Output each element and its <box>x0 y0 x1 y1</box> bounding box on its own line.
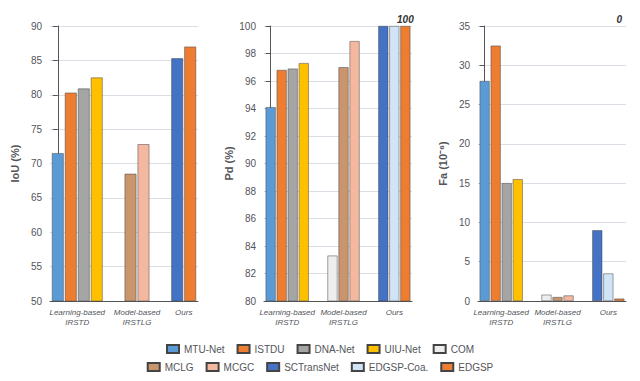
svg-text:65: 65 <box>31 192 43 203</box>
svg-text:0: 0 <box>617 14 623 25</box>
svg-text:60: 60 <box>31 227 43 238</box>
svg-text:100: 100 <box>239 21 256 32</box>
svg-text:Ours: Ours <box>175 308 192 317</box>
svg-text:IoU (%): IoU (%) <box>9 144 21 182</box>
svg-text:80: 80 <box>245 296 257 307</box>
svg-text:Learning-based: Learning-based <box>49 308 105 317</box>
svg-text:80: 80 <box>31 89 43 100</box>
svg-text:5: 5 <box>464 256 470 267</box>
svg-text:20: 20 <box>459 138 471 149</box>
svg-text:86: 86 <box>245 213 257 224</box>
svg-text:Model-based: Model-based <box>320 308 367 317</box>
svg-text:Ours: Ours <box>600 308 617 317</box>
svg-text:UIU-Net: UIU-Net <box>385 344 421 355</box>
svg-text:IRSTLG: IRSTLG <box>123 318 152 327</box>
svg-text:Learning-based: Learning-based <box>259 308 315 317</box>
svg-text:IRSTD: IRSTD <box>275 318 299 327</box>
svg-text:IRSTD: IRSTD <box>65 318 89 327</box>
svg-text:SCTransNet: SCTransNet <box>284 362 339 373</box>
svg-text:85: 85 <box>31 55 43 66</box>
svg-text:75: 75 <box>31 124 43 135</box>
svg-text:COM: COM <box>451 344 474 355</box>
svg-text:0: 0 <box>464 296 470 307</box>
svg-text:15: 15 <box>459 178 471 189</box>
svg-text:Fa (10⁻⁶): Fa (10⁻⁶) <box>437 141 449 186</box>
svg-text:94: 94 <box>245 103 257 114</box>
svg-text:50: 50 <box>31 296 43 307</box>
svg-text:90: 90 <box>31 21 43 32</box>
svg-text:70: 70 <box>31 158 43 169</box>
svg-text:MTU-Net: MTU-Net <box>184 344 225 355</box>
svg-text:IRSTLG: IRSTLG <box>543 318 572 327</box>
svg-text:92: 92 <box>245 131 257 142</box>
svg-text:30: 30 <box>459 60 471 71</box>
svg-text:98: 98 <box>245 48 257 59</box>
svg-text:IRSTLG: IRSTLG <box>329 318 358 327</box>
svg-text:MCLG: MCLG <box>165 362 194 373</box>
svg-text:ISTDU: ISTDU <box>255 344 285 355</box>
svg-text:82: 82 <box>245 268 257 279</box>
svg-text:Model-based: Model-based <box>534 308 581 317</box>
svg-text:25: 25 <box>459 99 471 110</box>
svg-text:10: 10 <box>459 217 471 228</box>
svg-text:96: 96 <box>245 76 257 87</box>
svg-text:55: 55 <box>31 261 43 272</box>
svg-text:Model-based: Model-based <box>114 308 161 317</box>
svg-text:EDGSP-Coa.: EDGSP-Coa. <box>369 362 428 373</box>
svg-text:Learning-based: Learning-based <box>473 308 529 317</box>
svg-text:EDGSP: EDGSP <box>458 362 493 373</box>
svg-text:84: 84 <box>245 241 257 252</box>
svg-text:IRSTD: IRSTD <box>489 318 513 327</box>
svg-text:90: 90 <box>245 158 257 169</box>
svg-text:100: 100 <box>397 14 414 25</box>
svg-text:Pd (%): Pd (%) <box>223 146 235 181</box>
svg-text:Ours: Ours <box>386 308 403 317</box>
svg-text:35: 35 <box>459 21 471 32</box>
svg-text:DNA-Net: DNA-Net <box>315 344 355 355</box>
svg-text:88: 88 <box>245 186 257 197</box>
svg-text:MCGC: MCGC <box>224 362 255 373</box>
